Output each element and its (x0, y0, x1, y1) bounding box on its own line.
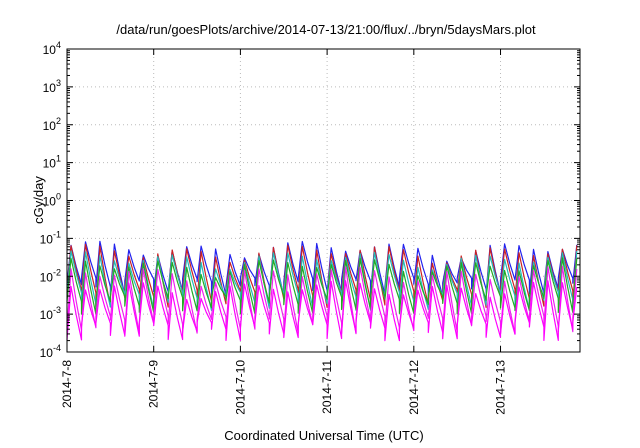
y-tick-label: 10-1 (40, 229, 61, 246)
x-tick-label: 2014-7-10 (233, 360, 247, 415)
y-tick-label: 104 (43, 40, 61, 57)
y-axis-label: cGy/day (31, 176, 46, 224)
series-line-4 (66, 265, 578, 335)
x-tick-label: 2014-7-8 (60, 360, 74, 408)
x-tick-label: 2014-7-11 (320, 360, 334, 414)
chart-title: /data/run/goesPlots/archive/2014-07-13/2… (116, 22, 536, 37)
axis-ticks: 10-4 10-3 10-2 10-1 100 101 102 103 104 2014-7-8 2… (40, 40, 580, 415)
x-tick-label: 2014-7-12 (407, 360, 421, 415)
x-tick-label: 2014-7-9 (147, 360, 161, 408)
series-line-5 (66, 280, 578, 342)
y-tick-label: 10-3 (40, 305, 61, 322)
y-tick-label: 10-4 (40, 343, 61, 360)
y-tick-label: 10-2 (40, 267, 61, 284)
series-line-3 (66, 257, 578, 315)
series-layer (66, 240, 578, 342)
x-tick-label: 2014-7-13 (494, 360, 508, 415)
y-tick-label: 103 (43, 78, 61, 95)
x-axis-label: Coordinated Universal Time (UTC) (224, 428, 423, 443)
y-tick-label: 102 (43, 116, 61, 133)
y-tick-label: 100 (43, 192, 61, 209)
y-tick-label: 101 (43, 154, 61, 171)
